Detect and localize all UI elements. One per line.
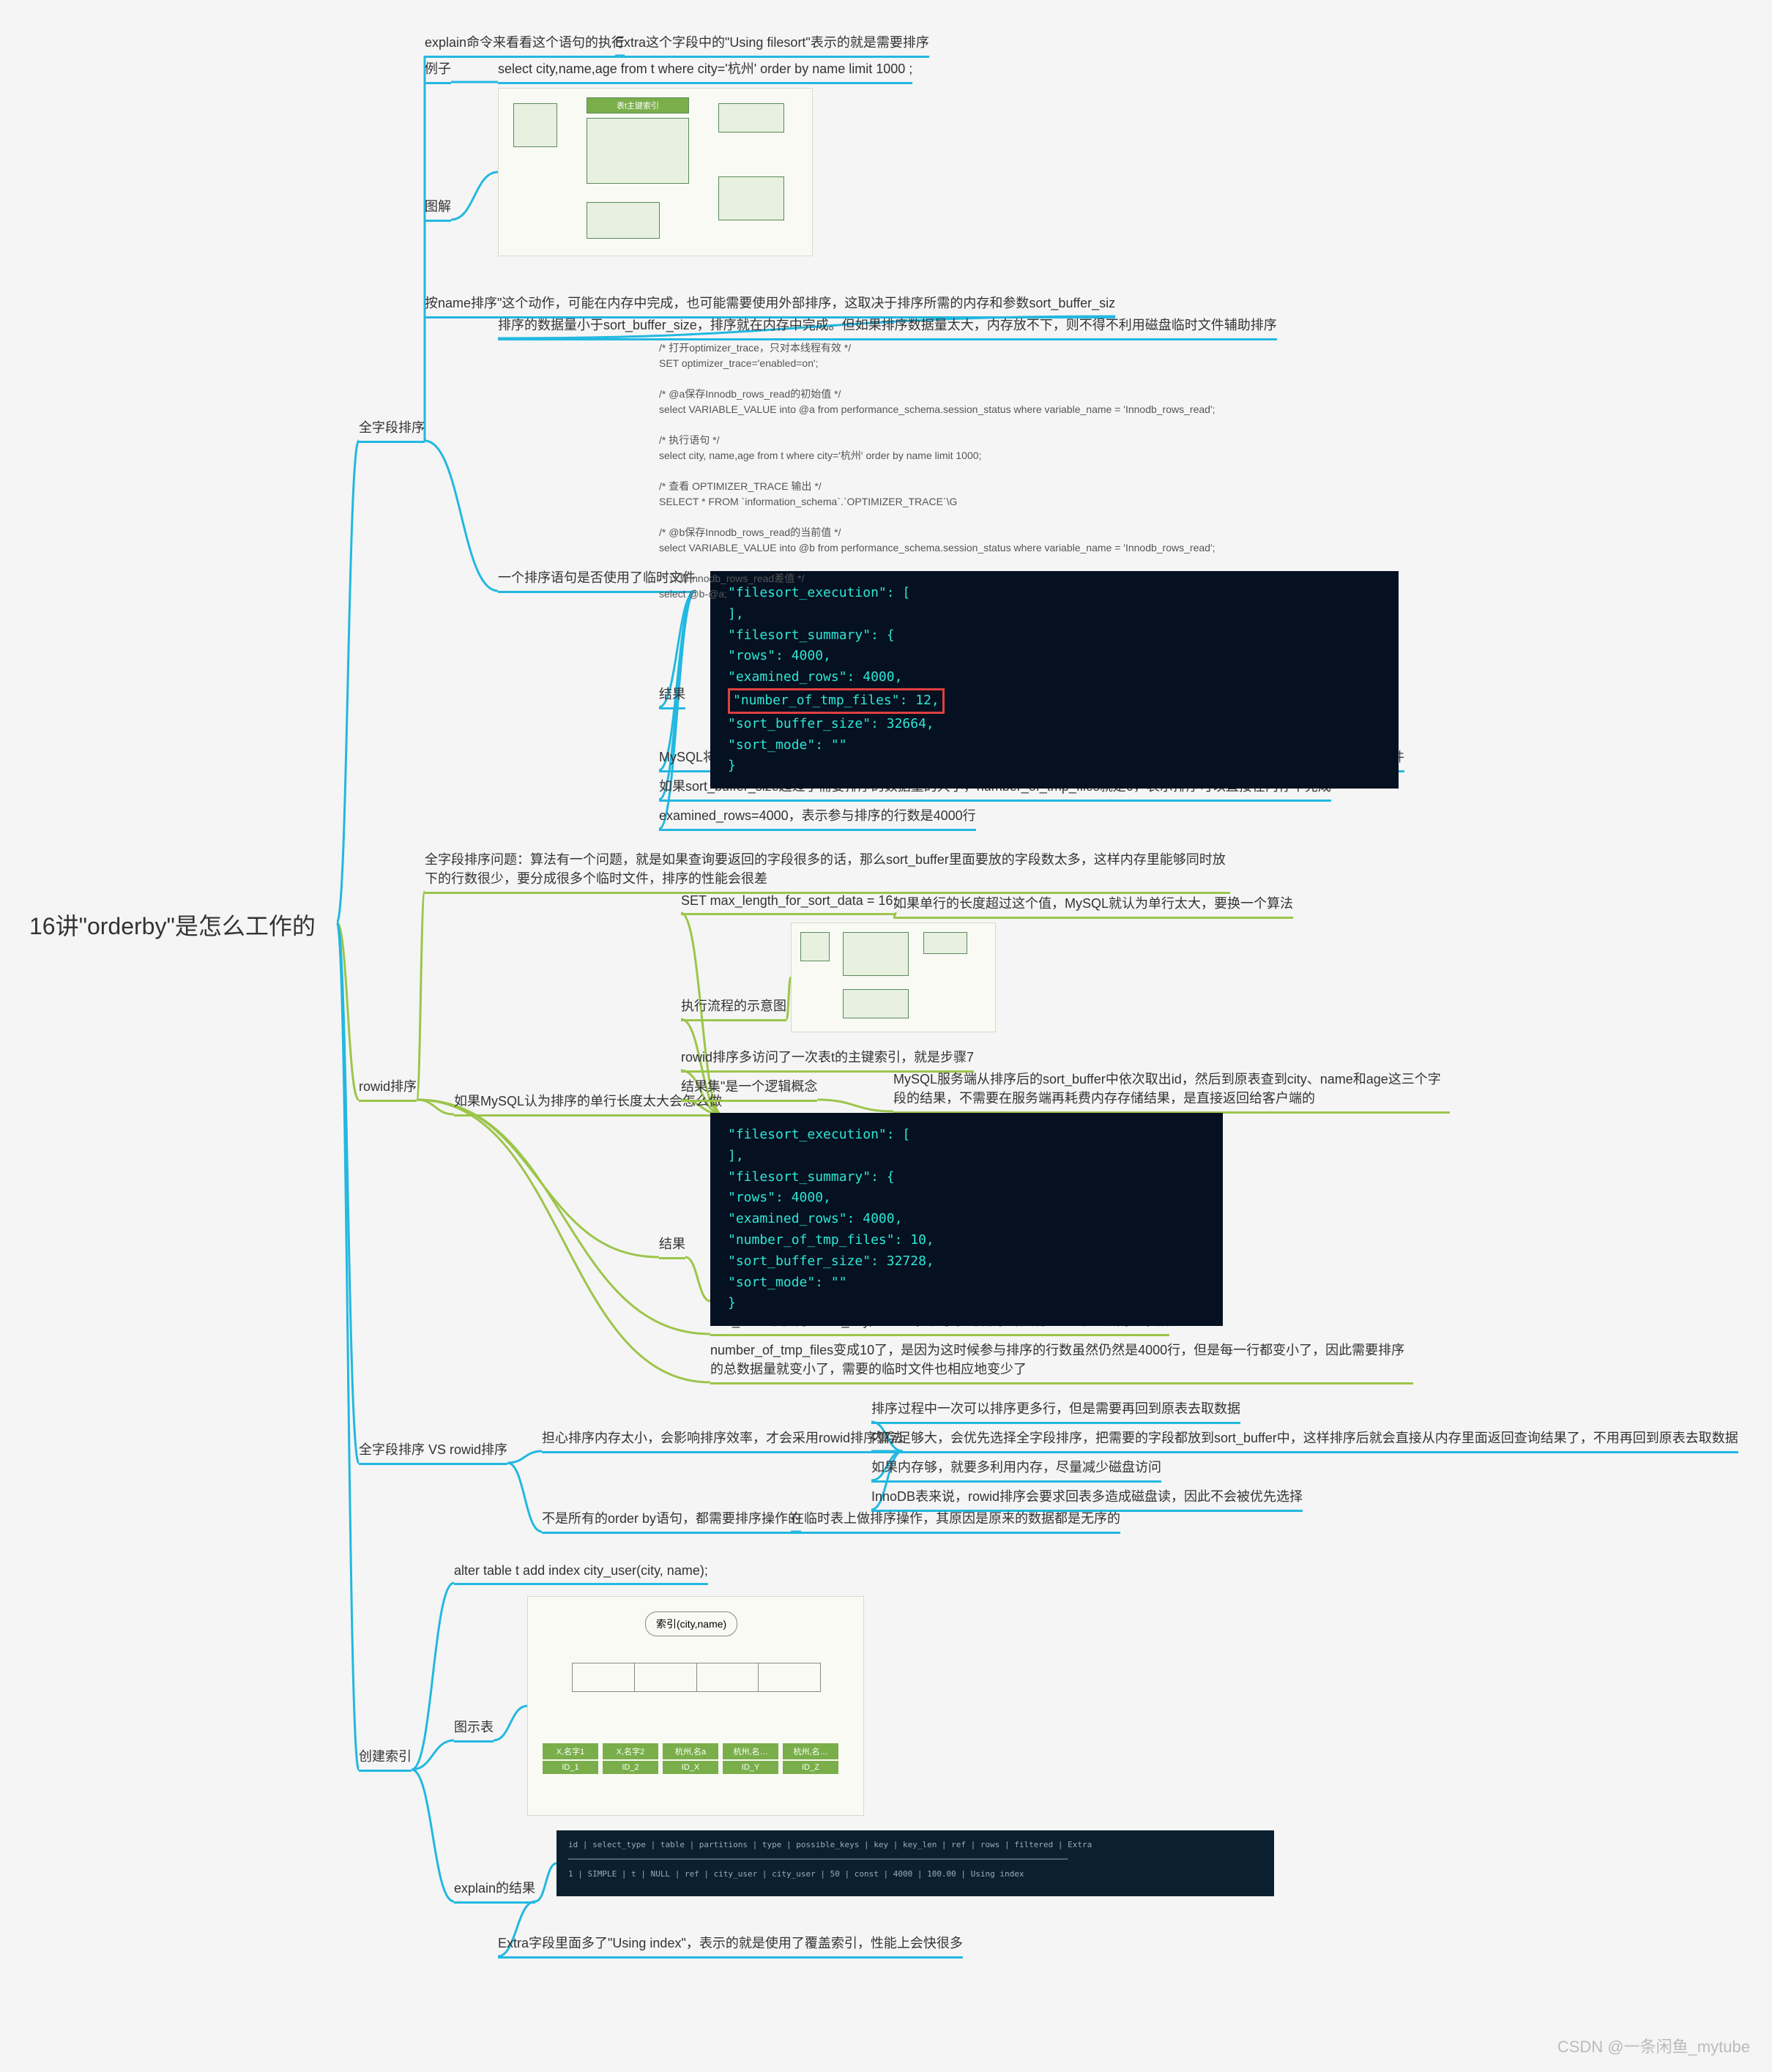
root-node: 16讲"orderby"是怎么工作的: [29, 908, 316, 942]
node-C2: 不是所有的order by语句，都需要排序操作的: [542, 1508, 801, 1534]
filesort-code-1: "filesort_execution": [],"filesort_summa…: [710, 571, 1399, 789]
node-A10: examined_rows=4000，表示参与排序的行数是4000行: [659, 805, 976, 831]
node-A1b: Extra这个字段中的"Using filesort"表示的就是需要排序: [615, 32, 929, 58]
node-C1a: 排序过程中一次可以排序更多行，但是需要再回到原表去取数据: [871, 1398, 1240, 1424]
node-D1: alter table t add index city_user(city, …: [454, 1563, 708, 1585]
node-B: rowid排序: [359, 1076, 417, 1102]
node-A2: 例子: [425, 59, 451, 84]
node-A3: 图解: [425, 196, 451, 222]
node-C1: 担心排序内存太小，会影响排序效率，才会采用rowid排序算法: [542, 1428, 903, 1453]
node-A5: 排序的数据量小于sort_buffer_size，排序就在内存中完成。但如果排序…: [498, 315, 1277, 340]
node-D4: Extra字段里面多了"Using index"，表示的就是使用了覆盖索引，性能…: [498, 1933, 963, 1959]
node-D3: explain的结果: [454, 1878, 535, 1904]
node-B5: number_of_tmp_files变成10了，是因为这时候参与排序的行数虽然…: [710, 1340, 1413, 1385]
node-A: 全字段排序: [359, 417, 425, 443]
node-A7: 结果: [659, 684, 685, 709]
node-A2a: select city,name,age from t where city='…: [498, 59, 912, 84]
node-B3: 结果: [659, 1234, 685, 1259]
node-B2a: SET max_length_for_sort_data = 16;: [681, 893, 896, 915]
node-C2a: 在临时表上做排序操作，其原因是原来的数据都是无序的: [791, 1508, 1120, 1534]
node-C1b: 内存足够大，会优先选择全字段排序，把需要的字段都放到sort_buffer中，这…: [871, 1428, 1738, 1453]
watermark: CSDN @一条闲鱼_mytube: [1557, 2034, 1750, 2057]
optimizer-trace-code: /* 打开optimizer_trace，只对本线程有效 */SET optim…: [659, 340, 1216, 602]
diagram-image-2: [791, 923, 996, 1032]
node-A1a: explain命令来看看这个语句的执行: [425, 32, 625, 58]
node-D: 创建索引: [359, 1746, 412, 1772]
node-C: 全字段排序 VS rowid排序: [359, 1439, 507, 1465]
node-B2c: 执行流程的示意图: [681, 996, 786, 1021]
node-D2: 图示表: [454, 1717, 494, 1743]
diagram-image-3: 索引(city,name) X,名字1ID_1 X,名字2ID_2 杭州,名aI…: [527, 1596, 864, 1816]
node-B1: 全字段排序问题：算法有一个问题，就是如果查询要返回的字段很多的话，那么sort_…: [425, 849, 1230, 894]
node-B2e2: MySQL服务端从排序后的sort_buffer中依次取出id，然后到原表查到c…: [893, 1069, 1450, 1114]
explain-result-image: id | select_type | table | partitions | …: [556, 1830, 1274, 1896]
node-B2b: 如果单行的长度超过这个值，MySQL就认为单行太大，要换一个算法: [893, 893, 1293, 919]
node-C1c: 如果内存够，就要多利用内存，尽量减少磁盘访问: [871, 1457, 1161, 1483]
node-B2e: 结果集"是一个逻辑概念: [681, 1076, 817, 1102]
diagram-image-1: 表t主键索引: [498, 88, 813, 256]
filesort-code-2: "filesort_execution": [],"filesort_summa…: [710, 1113, 1223, 1326]
